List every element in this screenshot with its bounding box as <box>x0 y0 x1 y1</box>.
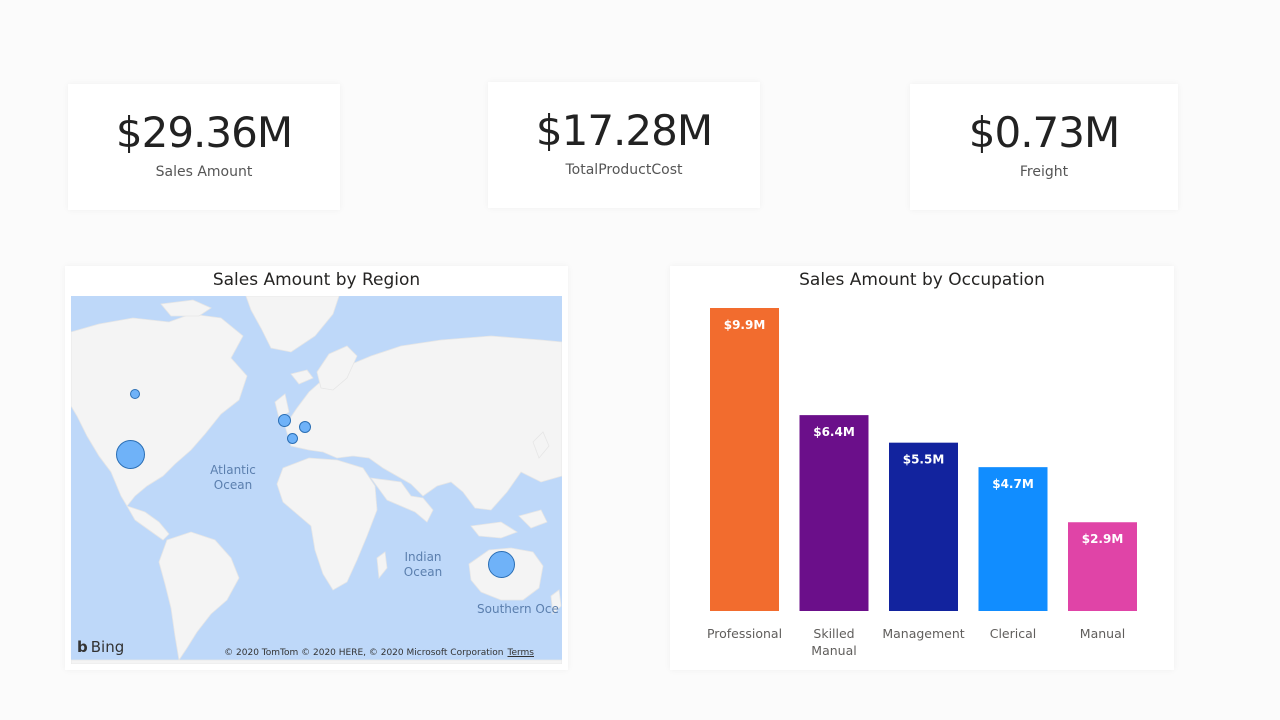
ocean-label-text: Atlantic Ocean <box>210 463 256 492</box>
bar-data-label: $6.4M <box>813 425 855 439</box>
ocean-label-text: Southern Oce <box>477 602 559 616</box>
terms-link[interactable]: Terms <box>507 648 534 658</box>
bar-data-label: $2.9M <box>1082 532 1124 546</box>
category-label: Manual <box>1079 626 1126 641</box>
map-title: Sales Amount by Region <box>212 270 421 290</box>
kpi-value: $0.73M <box>968 108 1120 157</box>
chart-title: Sales Amount by Occupation <box>799 270 1045 290</box>
kpi-label: Freight <box>1019 164 1069 180</box>
world-map <box>71 296 562 664</box>
map-bubble-united-kingdom[interactable] <box>278 414 291 427</box>
bing-b-icon: b <box>77 638 88 656</box>
copyright-text: © 2020 TomTom © 2020 HERE, © 2020 Micros… <box>224 648 504 658</box>
kpi-card-total-product-cost[interactable]: $17.28M TotalProductCost <box>488 82 760 208</box>
category-label: Clerical <box>989 626 1037 641</box>
map-canvas[interactable]: Atlantic Ocean Indian Ocean Southern Oce… <box>71 296 562 664</box>
map-bubble-germany[interactable] <box>299 421 311 433</box>
map-copyright: © 2020 TomTom © 2020 HERE, © 2020 Micros… <box>224 648 534 658</box>
bar-clerical[interactable] <box>978 467 1048 611</box>
kpi-label: Sales Amount <box>155 164 253 180</box>
bing-label: Bing <box>90 638 125 656</box>
southern-ocean-label: Southern Oce <box>477 602 562 617</box>
ocean-label-text: Indian Ocean <box>403 550 443 579</box>
bar-data-label: $4.7M <box>992 477 1034 491</box>
bar-data-label: $5.5M <box>903 453 945 467</box>
map-bubble-australia[interactable] <box>488 551 515 578</box>
kpi-card-sales-amount[interactable]: $29.36M Sales Amount <box>68 84 340 210</box>
map-bubble-north-america-small[interactable] <box>130 389 140 399</box>
bar-professional[interactable] <box>710 308 779 611</box>
bar-manual[interactable] <box>1068 522 1137 611</box>
kpi-value: $17.28M <box>535 106 713 155</box>
map-visual[interactable]: Sales Amount by Region <box>65 266 568 670</box>
bar-chart-visual[interactable]: Sales Amount by Occupation $9.9M $6.4M $5.… <box>670 266 1174 670</box>
category-label: Professional <box>706 626 783 641</box>
kpi-card-freight[interactable]: $0.73M Freight <box>910 84 1178 210</box>
bar-data-label: $9.9M <box>724 318 766 332</box>
map-bubble-france[interactable] <box>287 433 298 444</box>
bar-management[interactable] <box>889 442 958 611</box>
category-label: Skilled Manual <box>811 626 857 658</box>
indian-ocean-label: Indian Ocean <box>393 550 453 580</box>
kpi-value: $29.36M <box>115 108 293 157</box>
kpi-label: TotalProductCost <box>565 162 683 178</box>
bing-logo[interactable]: b Bing <box>77 638 124 656</box>
map-bubble-united-states[interactable] <box>116 440 145 469</box>
bar-chart-svg: $9.9M $6.4M $5.5M $4.7M $2.9M <box>710 308 1137 611</box>
category-label: Management <box>882 626 965 641</box>
atlantic-ocean-label: Atlantic Ocean <box>203 463 263 493</box>
bar-skilled-manual[interactable] <box>799 415 869 611</box>
